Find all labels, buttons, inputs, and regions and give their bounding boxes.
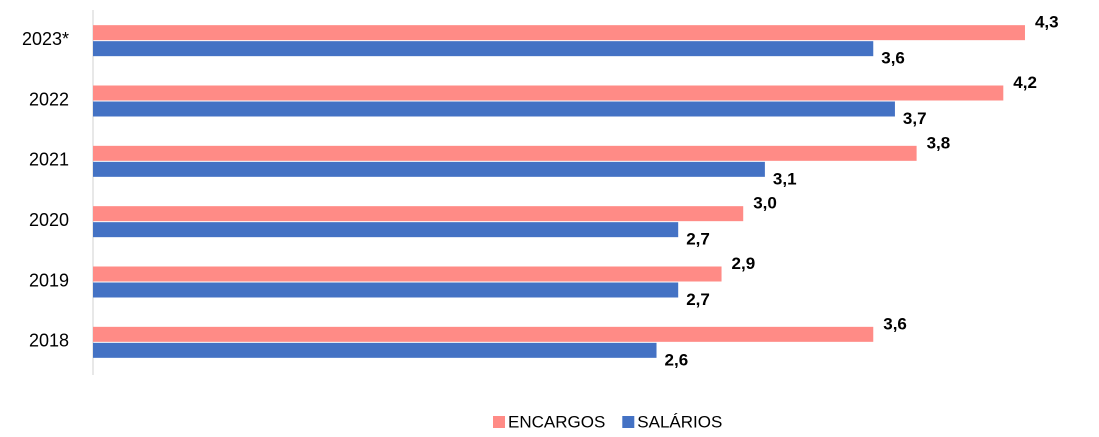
value-label: 2,7 — [686, 230, 710, 249]
value-label: 3,8 — [927, 133, 951, 152]
value-label: 3,6 — [883, 314, 907, 333]
bar — [93, 145, 917, 161]
value-label: 2,9 — [732, 254, 756, 273]
legend-label: SALÁRIOS — [637, 412, 722, 431]
y-tick-label: 2023* — [22, 29, 69, 49]
bar — [93, 206, 744, 222]
bar — [93, 282, 679, 298]
y-tick-label: 2018 — [29, 331, 69, 351]
value-label: 3,7 — [903, 109, 927, 128]
y-tick-label: 2021 — [29, 150, 69, 170]
bar — [93, 25, 1025, 41]
value-label: 4,2 — [1013, 73, 1037, 92]
value-label: 4,3 — [1035, 13, 1059, 32]
y-tick-label: 2022 — [29, 89, 69, 109]
y-tick-label: 2020 — [29, 210, 69, 230]
value-label: 3,0 — [753, 194, 777, 213]
y-tick-label: 2019 — [29, 270, 69, 290]
bar — [93, 41, 874, 57]
bar — [93, 266, 722, 282]
value-label: 3,1 — [773, 169, 797, 188]
bar — [93, 326, 874, 342]
legend-swatch — [493, 416, 505, 428]
bar — [93, 101, 895, 117]
bar — [93, 85, 1004, 101]
legend-swatch — [622, 416, 635, 428]
value-label: 2,6 — [665, 350, 689, 369]
bar — [93, 161, 765, 177]
value-label: 2,7 — [686, 290, 710, 309]
value-label: 3,6 — [881, 49, 905, 68]
legend-label: ENCARGOS — [508, 412, 605, 431]
bar — [93, 222, 679, 238]
bar — [93, 342, 657, 358]
